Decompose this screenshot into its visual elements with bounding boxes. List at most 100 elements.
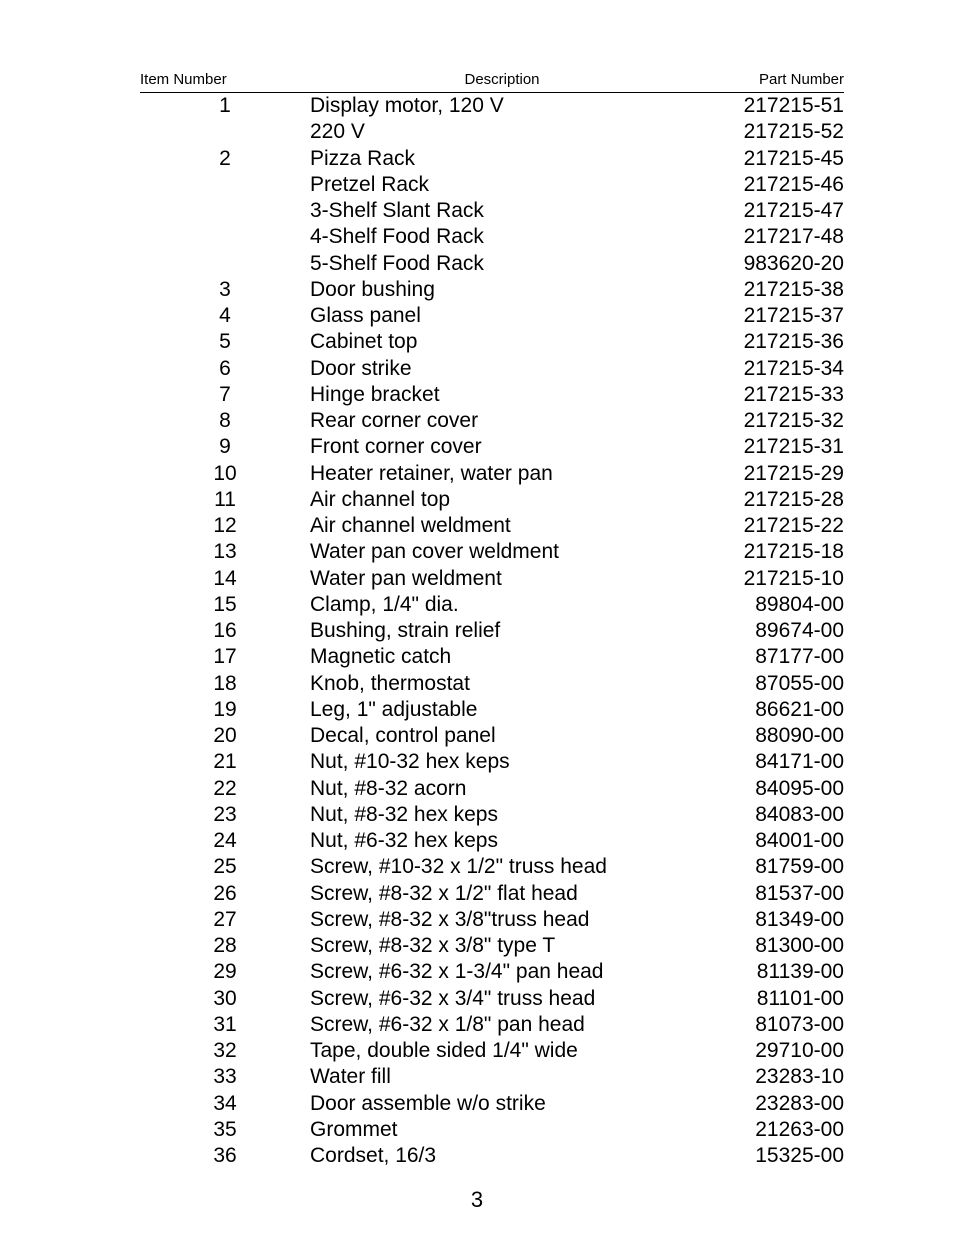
description-cell: Air channel top — [310, 487, 694, 513]
part-number-cell: 89674-00 — [694, 618, 844, 644]
part-number-cell: 81759-00 — [694, 854, 844, 880]
description-cell: Pretzel Rack — [310, 172, 694, 198]
item-number-cell: 7 — [140, 382, 310, 408]
item-number-cell: 18 — [140, 671, 310, 697]
part-number-cell: 217215-34 — [694, 356, 844, 382]
part-number-cell: 84001-00 — [694, 828, 844, 854]
part-number-cell: 81073-00 — [694, 1012, 844, 1038]
item-number-cell — [140, 172, 310, 198]
part-number-cell: 87055-00 — [694, 671, 844, 697]
item-number-cell: 35 — [140, 1117, 310, 1143]
description-cell: Clamp, 1/4" dia. — [310, 592, 694, 618]
part-number-cell: 217215-45 — [694, 146, 844, 172]
description-cell: 220 V — [310, 119, 694, 145]
item-number-cell: 1 — [140, 93, 310, 120]
item-number-cell — [140, 251, 310, 277]
description-cell: Nut, #8-32 hex keps — [310, 802, 694, 828]
item-number-cell: 2 — [140, 146, 310, 172]
table-row: 13Water pan cover weldment217215-18 — [140, 539, 844, 565]
part-number-cell: 84083-00 — [694, 802, 844, 828]
table-row: 9Front corner cover217215-31 — [140, 434, 844, 460]
table-row: 24Nut, #6-32 hex keps84001-00 — [140, 828, 844, 854]
page: Item Number Description Part Number 1Dis… — [0, 0, 954, 1235]
part-number-cell: 23283-00 — [694, 1091, 844, 1117]
table-row: 10Heater retainer, water pan217215-29 — [140, 461, 844, 487]
part-number-cell: 217215-36 — [694, 329, 844, 355]
table-row: 12Air channel weldment217215-22 — [140, 513, 844, 539]
table-row: 18Knob, thermostat87055-00 — [140, 671, 844, 697]
part-number-cell: 81300-00 — [694, 933, 844, 959]
part-number-cell: 89804-00 — [694, 592, 844, 618]
part-number-cell: 84095-00 — [694, 776, 844, 802]
description-cell: Cabinet top — [310, 329, 694, 355]
part-number-cell: 217215-29 — [694, 461, 844, 487]
item-number-cell: 8 — [140, 408, 310, 434]
table-row: 23Nut, #8-32 hex keps84083-00 — [140, 802, 844, 828]
description-cell: Nut, #8-32 acorn — [310, 776, 694, 802]
part-number-cell: 84171-00 — [694, 749, 844, 775]
item-number-cell: 36 — [140, 1143, 310, 1169]
table-body: 1Display motor, 120 V217215-51220 V21721… — [140, 93, 844, 1170]
item-number-cell: 15 — [140, 592, 310, 618]
table-row: 29Screw, #6-32 x 1-3/4" pan head81139-00 — [140, 959, 844, 985]
item-number-cell: 3 — [140, 277, 310, 303]
part-number-cell: 23283-10 — [694, 1064, 844, 1090]
part-number-cell: 217215-10 — [694, 566, 844, 592]
part-number-cell: 983620-20 — [694, 251, 844, 277]
item-number-cell: 11 — [140, 487, 310, 513]
table-row: 25Screw, #10-32 x 1/2" truss head81759-0… — [140, 854, 844, 880]
description-cell: Magnetic catch — [310, 644, 694, 670]
part-number-cell: 81139-00 — [694, 959, 844, 985]
part-number-cell: 15325-00 — [694, 1143, 844, 1169]
item-number-cell: 27 — [140, 907, 310, 933]
part-number-cell: 217215-28 — [694, 487, 844, 513]
part-number-cell: 81349-00 — [694, 907, 844, 933]
description-cell: Display motor, 120 V — [310, 93, 694, 120]
item-number-cell: 9 — [140, 434, 310, 460]
description-cell: Air channel weldment — [310, 513, 694, 539]
table-row: Pretzel Rack217215-46 — [140, 172, 844, 198]
table-row: 16Bushing, strain relief89674-00 — [140, 618, 844, 644]
item-number-cell: 5 — [140, 329, 310, 355]
item-number-cell: 20 — [140, 723, 310, 749]
table-row: 2Pizza Rack217215-45 — [140, 146, 844, 172]
item-number-cell — [140, 198, 310, 224]
description-cell: Nut, #10-32 hex keps — [310, 749, 694, 775]
table-row: 7Hinge bracket217215-33 — [140, 382, 844, 408]
part-number-cell: 86621-00 — [694, 697, 844, 723]
item-number-cell: 19 — [140, 697, 310, 723]
description-cell: Leg, 1" adjustable — [310, 697, 694, 723]
table-row: 31Screw, #6-32 x 1/8" pan head81073-00 — [140, 1012, 844, 1038]
item-number-cell: 24 — [140, 828, 310, 854]
item-number-cell: 13 — [140, 539, 310, 565]
page-number: 3 — [0, 1187, 954, 1213]
table-row: 35Grommet21263-00 — [140, 1117, 844, 1143]
part-number-cell: 217215-52 — [694, 119, 844, 145]
part-number-cell: 29710-00 — [694, 1038, 844, 1064]
description-cell: Screw, #6-32 x 1/8" pan head — [310, 1012, 694, 1038]
part-number-cell: 217215-32 — [694, 408, 844, 434]
item-number-cell: 25 — [140, 854, 310, 880]
table-row: 20Decal, control panel88090-00 — [140, 723, 844, 749]
item-number-cell: 10 — [140, 461, 310, 487]
part-number-cell: 217217-48 — [694, 224, 844, 250]
table-row: 32Tape, double sided 1/4" wide29710-00 — [140, 1038, 844, 1064]
item-number-cell: 16 — [140, 618, 310, 644]
header-desc: Description — [310, 70, 694, 93]
item-number-cell: 4 — [140, 303, 310, 329]
parts-table: Item Number Description Part Number 1Dis… — [140, 70, 844, 1169]
table-header-row: Item Number Description Part Number — [140, 70, 844, 93]
description-cell: Screw, #8-32 x 3/8"truss head — [310, 907, 694, 933]
table-row: 36Cordset, 16/315325-00 — [140, 1143, 844, 1169]
table-row: 5-Shelf Food Rack983620-20 — [140, 251, 844, 277]
header-part: Part Number — [694, 70, 844, 93]
description-cell: Water pan weldment — [310, 566, 694, 592]
description-cell: Hinge bracket — [310, 382, 694, 408]
description-cell: Screw, #10-32 x 1/2" truss head — [310, 854, 694, 880]
item-number-cell: 23 — [140, 802, 310, 828]
part-number-cell: 217215-18 — [694, 539, 844, 565]
table-row: 3-Shelf Slant Rack217215-47 — [140, 198, 844, 224]
table-row: 27Screw, #8-32 x 3/8"truss head81349-00 — [140, 907, 844, 933]
description-cell: Pizza Rack — [310, 146, 694, 172]
description-cell: Rear corner cover — [310, 408, 694, 434]
